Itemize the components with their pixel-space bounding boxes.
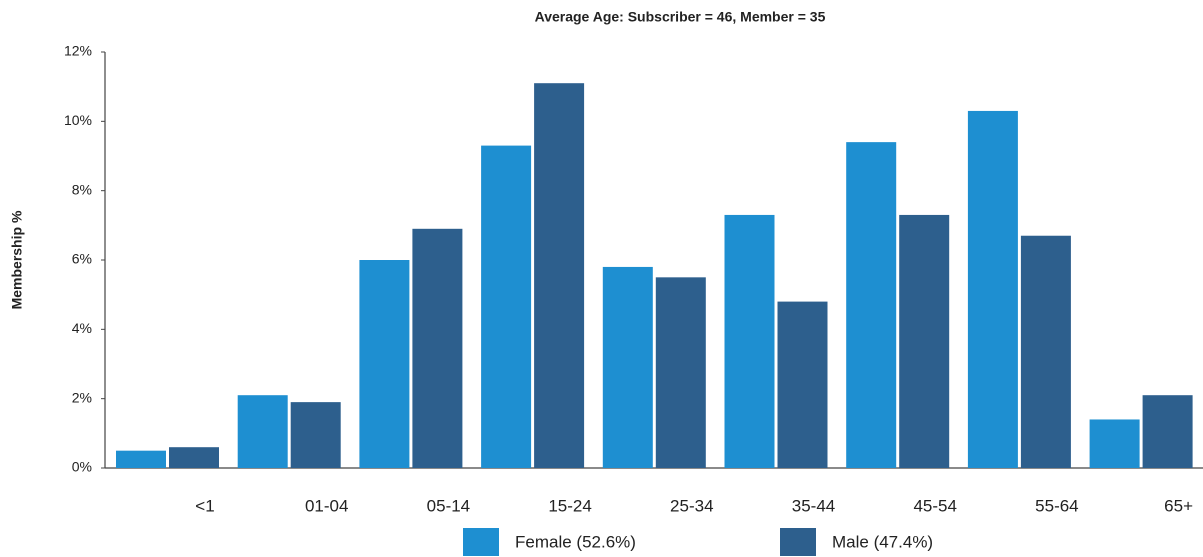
chart-title: Average Age: Subscriber = 46, Member = 3… [535, 9, 826, 25]
legend-swatch [780, 528, 816, 556]
bar [169, 447, 219, 468]
bar [724, 214, 775, 468]
x-tick-label: 55-64 [1035, 496, 1078, 515]
bar [1089, 419, 1140, 468]
x-tick-label: 25-34 [670, 496, 713, 515]
y-axis-label: Membership % [9, 210, 25, 309]
y-tick-label: 4% [72, 320, 92, 336]
x-tick-label: 15-24 [548, 496, 591, 515]
bar [777, 301, 828, 468]
bar [534, 83, 585, 468]
bar [237, 395, 288, 468]
y-tick-label: 10% [64, 112, 92, 128]
bar [899, 214, 950, 468]
y-tick-label: 8% [72, 181, 92, 197]
bar [967, 110, 1018, 468]
bar [290, 402, 341, 468]
x-tick-label: 01-04 [305, 496, 348, 515]
y-tick-label: 12% [64, 43, 92, 59]
bar [602, 266, 653, 468]
y-tick-label: 2% [72, 389, 92, 405]
legend-label: Female (52.6%) [515, 532, 636, 551]
legend-label: Male (47.4%) [832, 532, 933, 551]
bar [1142, 395, 1193, 468]
bar [359, 260, 410, 468]
bar [655, 277, 706, 468]
x-tick-label: 05-14 [427, 496, 470, 515]
x-tick-label: 45-54 [913, 496, 956, 515]
y-tick-label: 0% [72, 459, 92, 475]
bar [846, 142, 897, 468]
x-tick-label: 65+ [1164, 496, 1193, 515]
x-tick-label: <1 [195, 496, 214, 515]
legend-swatch [463, 528, 499, 556]
x-tick-label: 35-44 [792, 496, 835, 515]
y-tick-label: 6% [72, 251, 92, 267]
bar [481, 145, 532, 468]
bar [412, 228, 463, 468]
bar [1020, 235, 1071, 468]
bar [116, 450, 166, 468]
